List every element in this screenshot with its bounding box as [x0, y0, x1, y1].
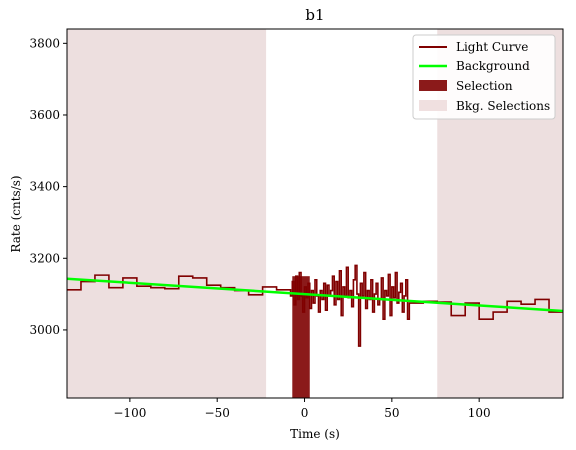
y-axis-ticks: 3000 3200 3400 3600 3800 [29, 36, 67, 337]
legend-bkg-selections-swatch [419, 100, 447, 111]
background-fit-line [66, 277, 564, 313]
legend-background-label: Background [456, 59, 530, 73]
bkg-selection-band-0 [67, 29, 267, 398]
x-tick-label: 50 [384, 406, 399, 420]
y-tick-label: 3200 [29, 251, 60, 265]
x-tick-label: −100 [113, 406, 146, 420]
x-axis-label: Time (s) [290, 427, 340, 441]
legend-selection-swatch [419, 80, 447, 91]
y-tick-label: 3400 [29, 180, 60, 194]
y-tick-label: 3800 [29, 36, 60, 50]
legend-selection-label: Selection [456, 79, 513, 93]
legend-light-curve-label: Light Curve [456, 40, 528, 54]
selection-region [292, 276, 310, 398]
y-tick-label: 3600 [29, 108, 60, 122]
x-tick-label: 100 [468, 406, 491, 420]
x-axis-ticks: −100 −50 0 50 100 [113, 398, 491, 420]
chart-title: b1 [305, 6, 324, 24]
x-tick-label: 0 [301, 406, 309, 420]
selection-layer [292, 276, 310, 398]
background-fit-layer [66, 277, 564, 313]
legend: Light Curve Background Selection Bkg. Se… [412, 34, 556, 120]
x-tick-label: −50 [205, 406, 230, 420]
legend-box [412, 34, 556, 120]
legend-bkg-selections-label: Bkg. Selections [456, 99, 550, 113]
y-tick-label: 3000 [29, 323, 60, 337]
y-axis-label: Rate (cnts/s) [9, 175, 23, 252]
plot-frame [66, 28, 564, 399]
